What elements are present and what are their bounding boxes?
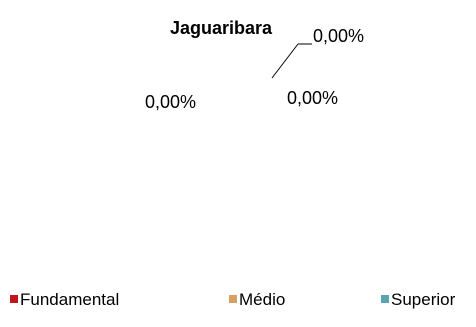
data-label-fundamental: 0,00%	[145, 92, 196, 112]
marks-layer: 0,00% 0,00% 0,00%	[145, 26, 364, 112]
data-label-leader-line	[271, 43, 299, 79]
legend-item-fundamental: Fundamental	[10, 290, 119, 309]
chart-title: Jaguaribara	[170, 18, 273, 38]
legend-swatch-superior	[381, 295, 389, 303]
legend-swatch-fundamental	[10, 295, 18, 303]
legend-label-médio: Médio	[239, 290, 285, 309]
legend-item-médio: Médio	[229, 290, 285, 309]
legend-swatch-médio	[229, 295, 237, 303]
legend: Fundamental Médio Superior	[10, 290, 456, 309]
legend-label-fundamental: Fundamental	[20, 290, 119, 309]
legend-label-superior: Superior	[391, 290, 456, 309]
data-label-médio: 0,00%	[287, 88, 338, 108]
legend-item-superior: Superior	[381, 290, 456, 309]
data-label-superior: 0,00%	[313, 26, 364, 46]
